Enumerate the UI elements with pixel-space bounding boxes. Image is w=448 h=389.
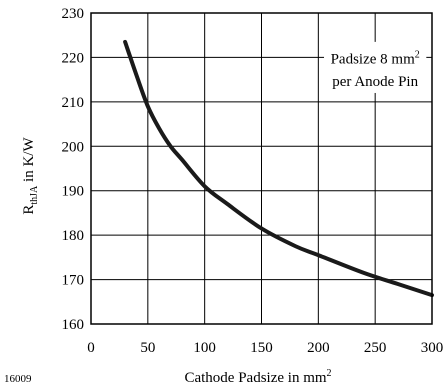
y-axis-title: RthJA in K/W (21, 137, 40, 215)
x-tick-label: 100 (193, 340, 216, 356)
x-tick-labels: 0 50 100 150 200 250 300 (87, 340, 443, 356)
x-tick-label: 150 (250, 340, 273, 356)
x-tick-label: 200 (307, 340, 330, 356)
plot-frame (90, 12, 433, 325)
y-tick-label: 230 (62, 6, 85, 22)
annotation-background (324, 41, 427, 93)
annotation-line-1: Padsize 8 mm2 (331, 50, 420, 68)
y-tick-label: 220 (62, 50, 85, 66)
x-axis-title: Cathode Padsize in mm2 (184, 368, 331, 386)
series-group (123, 39, 434, 298)
x-axis-title-main: Cathode Padsize in mm (184, 370, 326, 386)
y-axis-title-sub: thJA (29, 185, 40, 205)
y-tick-label: 160 (62, 317, 85, 333)
y-axis-title-main: R (21, 205, 37, 215)
y-tick-label: 190 (62, 184, 85, 200)
y-tick-label: 180 (62, 228, 85, 244)
annotation-line-1-sup: 2 (415, 50, 420, 61)
y-tick-label: 200 (62, 139, 85, 155)
figure-id: 16009 (4, 373, 32, 385)
y-tick-label: 170 (62, 273, 85, 289)
x-axis-title-sup: 2 (327, 368, 332, 379)
y-tick-labels: 160 170 180 190 200 210 220 230 (62, 6, 85, 333)
x-tick-label: 0 (87, 340, 95, 356)
annotation-line-1-main: Padsize 8 mm (331, 52, 415, 68)
x-tick-label: 50 (140, 340, 155, 356)
annotation-line-2: per Anode Pin (332, 74, 418, 90)
y-tick-label: 210 (62, 95, 85, 111)
y-axis-title-unit: in K/W (21, 137, 37, 186)
annotation: Padsize 8 mm2 per Anode Pin (324, 41, 427, 93)
series-line (123, 39, 434, 298)
x-tick-label: 250 (364, 340, 387, 356)
x-tick-label: 300 (421, 340, 444, 356)
